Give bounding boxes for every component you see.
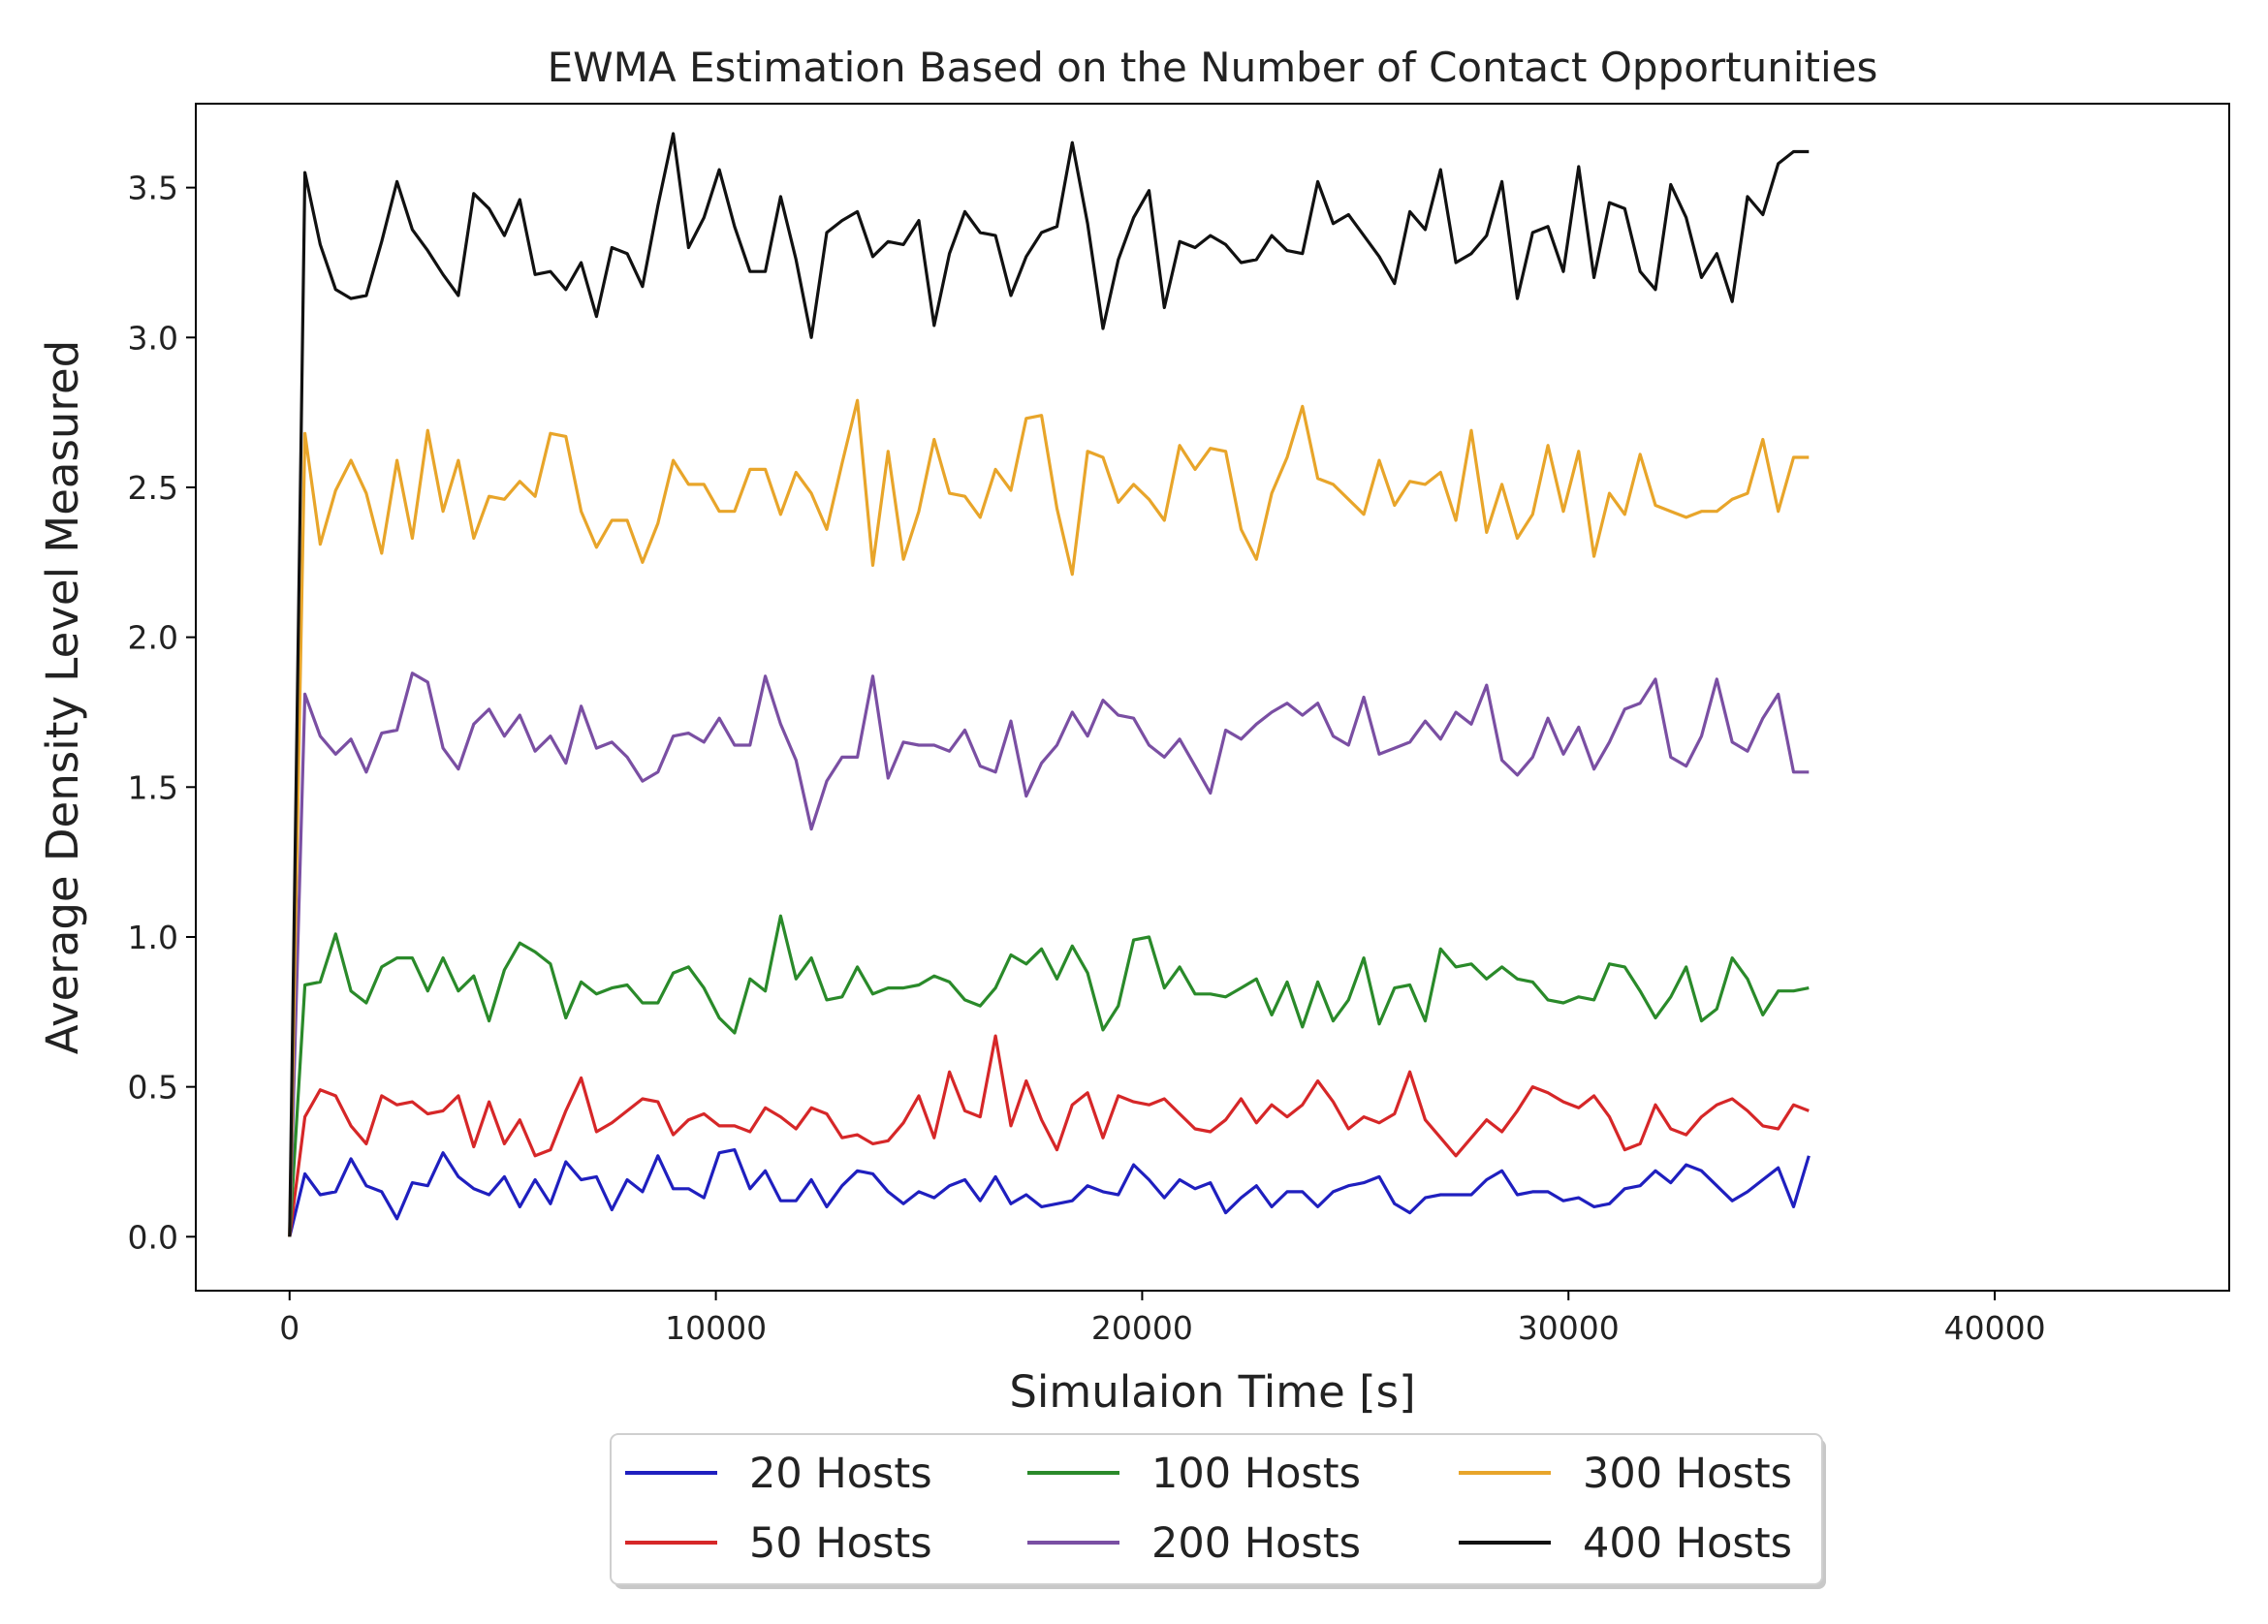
legend-label-400-hosts: 400 Hosts (1583, 1519, 1792, 1568)
y-tick-label: 0.5 (128, 1069, 178, 1107)
y-axis: 0.0 0.5 1.0 1.5 2.0 2.5 3.0 3.5 (128, 170, 196, 1256)
plot-frame (195, 103, 2230, 1292)
legend-label-50-hosts: 50 Hosts (749, 1519, 932, 1568)
series-line-200-hosts (288, 671, 1810, 1237)
x-tick-label: 30000 (1518, 1309, 1620, 1347)
legend-label-300-hosts: 300 Hosts (1583, 1450, 1792, 1498)
x-axis: 0 10000 20000 30000 40000 (279, 1291, 2046, 1347)
legend: 20 Hosts 50 Hosts 100 Hosts 200 Hosts 300 Ho… (610, 1433, 1826, 1589)
series-layer (288, 132, 1811, 1237)
series-line-400-hosts (288, 132, 1810, 1237)
series-line-50-hosts (288, 1034, 1810, 1237)
series-line-20-hosts (288, 1147, 1811, 1237)
x-axis-label: Simulaion Time [s] (1009, 1366, 1415, 1418)
chart-title: EWMA Estimation Based on the Number of C… (548, 44, 1878, 91)
y-tick-label: 1.0 (128, 919, 178, 956)
x-tick-label: 10000 (665, 1309, 767, 1347)
x-tick-label: 20000 (1091, 1309, 1193, 1347)
legend-label-100-hosts: 100 Hosts (1151, 1450, 1361, 1498)
series-line-100-hosts (288, 914, 1810, 1237)
y-axis-label: Average Density Level Measured (37, 340, 88, 1054)
legend-label-20-hosts: 20 Hosts (749, 1450, 932, 1498)
x-tick-label: 40000 (1944, 1309, 2046, 1347)
y-tick-label: 2.0 (128, 619, 178, 657)
y-tick-label: 3.0 (128, 319, 178, 357)
y-tick-label: 1.5 (128, 768, 178, 806)
y-tick-label: 2.5 (128, 469, 178, 507)
x-tick-label: 0 (279, 1309, 299, 1347)
y-tick-label: 3.5 (128, 170, 178, 207)
series-line-300-hosts (288, 398, 1810, 1237)
legend-label-200-hosts: 200 Hosts (1151, 1519, 1361, 1568)
y-tick-label: 0.0 (128, 1218, 178, 1256)
